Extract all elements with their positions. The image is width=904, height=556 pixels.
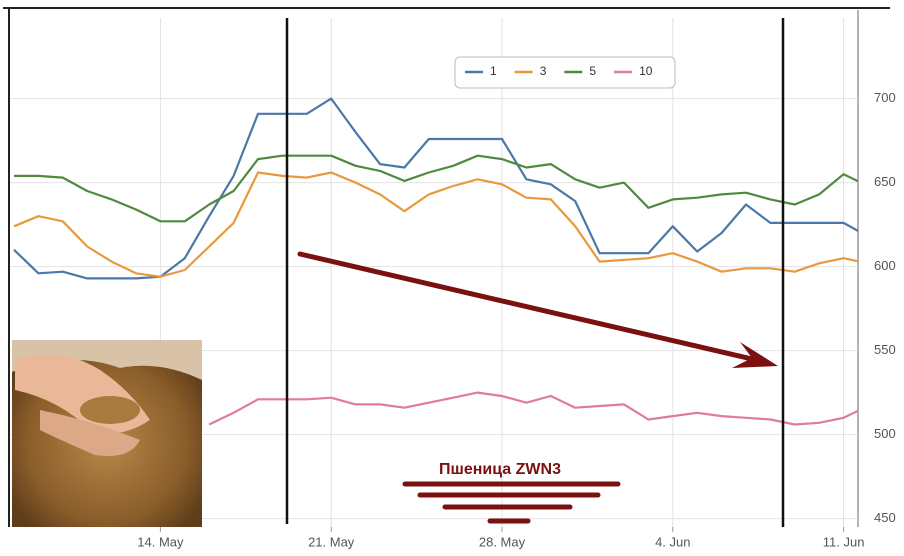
- photo: [12, 340, 202, 527]
- legend-label: 10: [639, 64, 653, 78]
- photo-grain-pile: [80, 396, 140, 424]
- y-tick-label: 450: [874, 510, 896, 525]
- page: 1 3 5 10 Пшеница ZWN3 450 500 550 600 650 700 14.…: [0, 0, 904, 556]
- x-tick-label: 11. Jun: [823, 534, 865, 549]
- y-tick-label: 550: [874, 342, 896, 357]
- chart-title: Пшеница ZWN3: [439, 461, 561, 478]
- y-tick-label: 600: [874, 258, 896, 273]
- legend-label: 5: [589, 64, 596, 78]
- y-tick-label: 500: [874, 426, 896, 441]
- legend-label: 3: [540, 64, 547, 78]
- chart: 1 3 5 10 Пшеница ZWN3 450 500 550 600 650 700 14.…: [0, 0, 904, 556]
- x-tick-label: 28. May: [479, 534, 526, 549]
- legend: 1 3 5 10: [455, 57, 675, 88]
- x-tick-label: 14. May: [137, 534, 184, 549]
- y-tick-label: 700: [874, 90, 896, 105]
- x-tick-label: 21. May: [308, 534, 355, 549]
- y-tick-label: 650: [874, 174, 896, 189]
- legend-label: 1: [490, 64, 497, 78]
- x-tick-label: 4. Jun: [655, 534, 690, 549]
